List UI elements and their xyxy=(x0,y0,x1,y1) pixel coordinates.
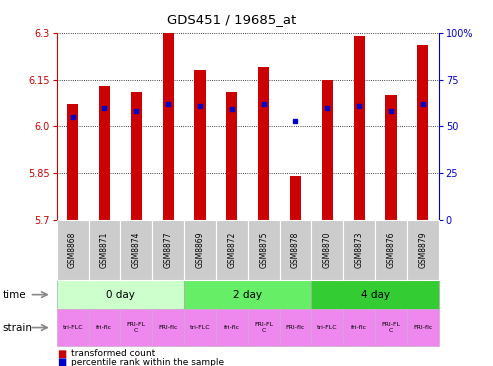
Bar xyxy=(67,104,78,220)
Text: tri-FLC: tri-FLC xyxy=(190,325,211,330)
Bar xyxy=(258,67,269,220)
Text: FRI-flc: FRI-flc xyxy=(158,325,178,330)
Text: fri-flc: fri-flc xyxy=(351,325,367,330)
Text: ■: ■ xyxy=(57,349,66,359)
Text: tri-FLC: tri-FLC xyxy=(317,325,338,330)
Text: GSM8878: GSM8878 xyxy=(291,232,300,268)
Text: ■: ■ xyxy=(57,357,66,366)
Text: transformed count: transformed count xyxy=(71,350,156,358)
Text: percentile rank within the sample: percentile rank within the sample xyxy=(71,358,225,366)
Text: FRI-FL
C: FRI-FL C xyxy=(382,322,401,333)
Text: time: time xyxy=(2,290,26,300)
Text: FRI-FL
C: FRI-FL C xyxy=(254,322,273,333)
Text: strain: strain xyxy=(2,322,33,333)
Bar xyxy=(99,86,110,220)
Bar xyxy=(163,33,174,220)
Bar xyxy=(322,79,333,220)
Bar xyxy=(131,92,142,220)
Text: 4 day: 4 day xyxy=(360,290,389,300)
Bar xyxy=(417,45,428,220)
Text: GSM8871: GSM8871 xyxy=(100,232,109,268)
Text: 2 day: 2 day xyxy=(233,290,262,300)
Bar xyxy=(194,70,206,220)
Bar xyxy=(290,176,301,220)
Text: GSM8872: GSM8872 xyxy=(227,232,236,268)
Text: fri-flc: fri-flc xyxy=(224,325,240,330)
Text: 0 day: 0 day xyxy=(106,290,135,300)
Text: GSM8868: GSM8868 xyxy=(68,232,77,268)
Text: FRI-FL
C: FRI-FL C xyxy=(127,322,146,333)
Bar xyxy=(386,95,396,220)
Text: FRI-flc: FRI-flc xyxy=(286,325,305,330)
Text: GSM8874: GSM8874 xyxy=(132,232,141,268)
Bar xyxy=(353,36,365,220)
Text: fri-flc: fri-flc xyxy=(97,325,112,330)
Text: GSM8870: GSM8870 xyxy=(323,232,332,268)
Text: GSM8879: GSM8879 xyxy=(419,232,427,268)
Text: GSM8869: GSM8869 xyxy=(195,232,205,268)
Text: GSM8875: GSM8875 xyxy=(259,232,268,268)
Bar xyxy=(226,92,238,220)
Text: GDS451 / 19685_at: GDS451 / 19685_at xyxy=(167,13,296,26)
Text: tri-FLC: tri-FLC xyxy=(62,325,83,330)
Text: GSM8876: GSM8876 xyxy=(387,232,395,268)
Text: GSM8877: GSM8877 xyxy=(164,232,173,268)
Text: GSM8873: GSM8873 xyxy=(354,232,364,268)
Text: FRI-flc: FRI-flc xyxy=(413,325,432,330)
